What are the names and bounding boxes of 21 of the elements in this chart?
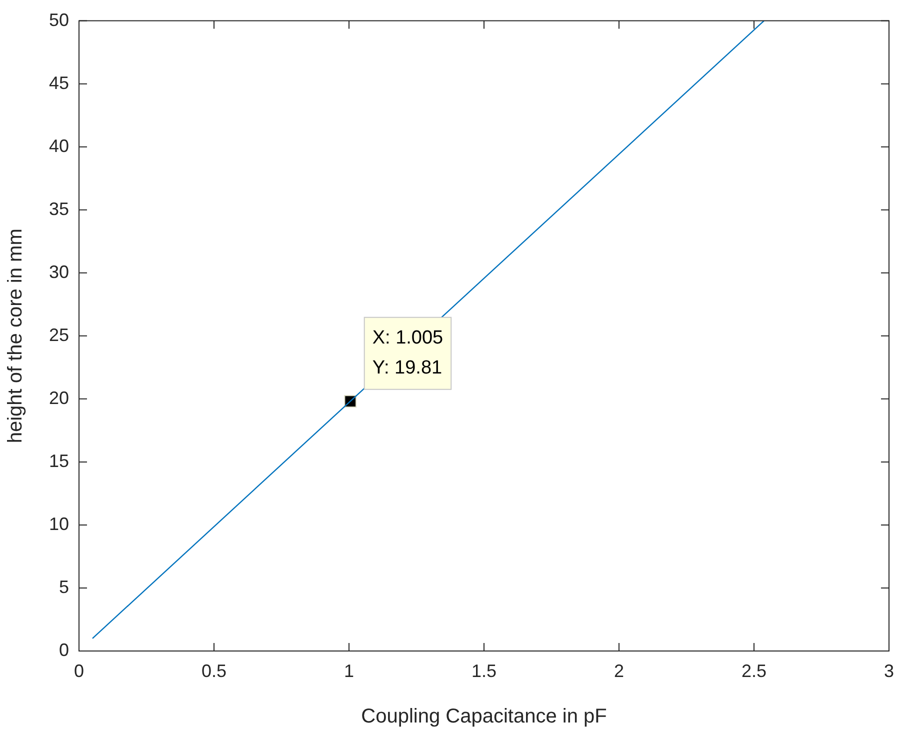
y-tick-label: 0 [58, 640, 69, 660]
y-axis-title: height of the core in mm [4, 228, 27, 444]
x-tick-label: 1 [344, 660, 354, 681]
y-tick-label: 35 [48, 198, 69, 219]
x-tick-label: 2.5 [741, 660, 767, 681]
x-tick-label: 2 [614, 660, 624, 681]
annotation: X: 1.005 Y: 19.81 [372, 328, 444, 379]
y-tick-label: 50 [48, 10, 69, 30]
x-axis-title: Coupling Capacitance in pF [361, 706, 607, 728]
y-tick-label: 5 [58, 576, 69, 597]
x-tick-label: 0 [74, 660, 84, 681]
y-tick-label: 30 [48, 262, 69, 282]
y-tick-label: 15 [48, 450, 69, 471]
x-tick-label: 0.5 [201, 660, 227, 681]
x-tick-label: 3 [884, 660, 894, 681]
y-tick-label: 25 [48, 324, 69, 345]
y-tick-label: 10 [48, 514, 69, 534]
x-tick-label: 1.5 [471, 660, 497, 681]
y-tick-label: 40 [48, 136, 69, 156]
y-tick-label: 20 [48, 388, 69, 408]
y-tick-label: 45 [48, 72, 69, 93]
